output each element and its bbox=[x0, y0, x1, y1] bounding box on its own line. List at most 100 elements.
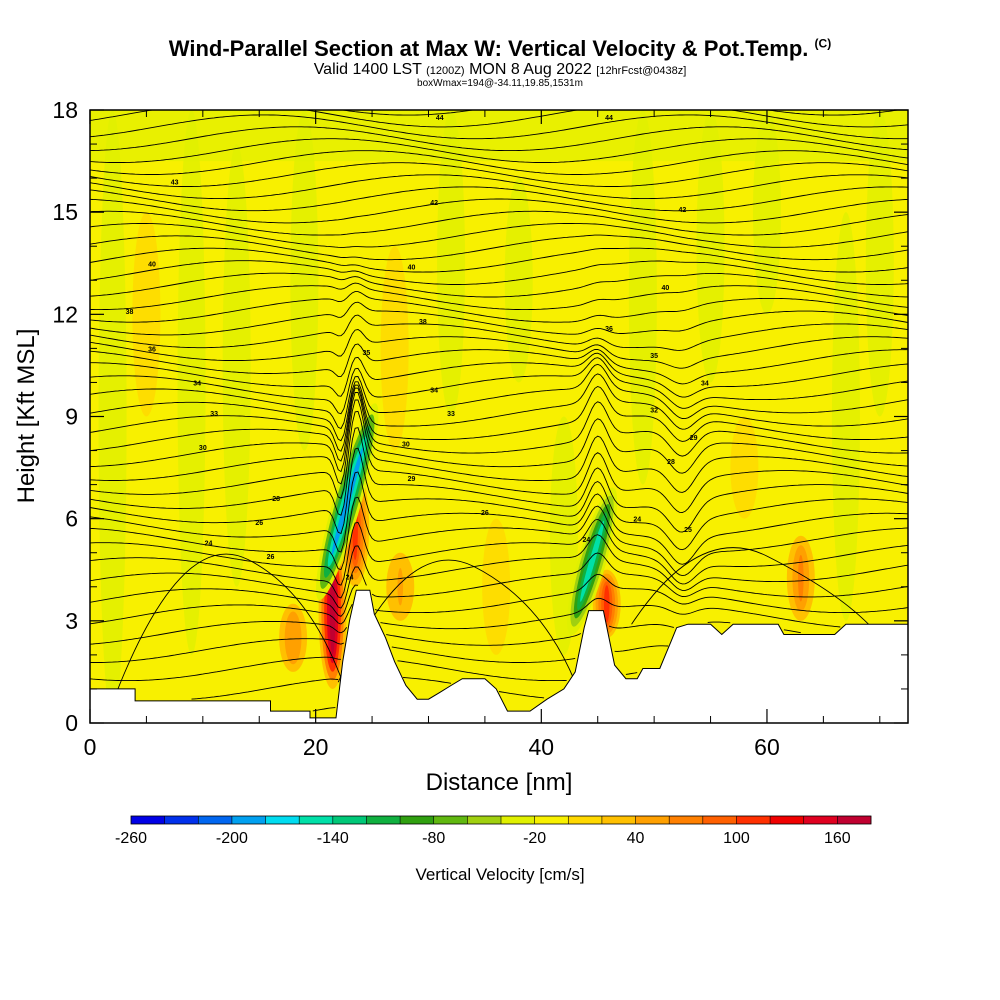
theta-contour bbox=[90, 138, 908, 163]
theta-contour bbox=[90, 247, 908, 273]
x-tick-label: 0 bbox=[84, 734, 97, 760]
contour-label: 40 bbox=[408, 265, 416, 272]
forecast-info: [12hrFcst@0438z] bbox=[596, 65, 687, 77]
contour-label: 28 bbox=[272, 496, 280, 503]
colorbar-tick-label: 160 bbox=[824, 830, 851, 847]
y-axis-label: Height [Kft MSL] bbox=[13, 329, 40, 504]
field-stripe bbox=[380, 246, 409, 451]
field-stripe bbox=[177, 110, 206, 655]
colorbar-swatch bbox=[736, 816, 771, 824]
field-stripe bbox=[628, 110, 657, 485]
x-tick-label: 60 bbox=[754, 734, 780, 760]
field-top-band bbox=[90, 110, 908, 162]
colorbar-tick-label: -200 bbox=[216, 830, 248, 847]
field-stripe bbox=[290, 110, 319, 451]
contour-label: 30 bbox=[402, 442, 410, 449]
theta-contour bbox=[90, 573, 908, 617]
contour-label: 40 bbox=[148, 261, 156, 268]
colorbar-tick-label: -80 bbox=[422, 830, 445, 847]
theta-contour bbox=[90, 291, 908, 323]
colorbar-swatch bbox=[265, 816, 300, 824]
colorbar-swatch bbox=[332, 816, 367, 824]
theta-contour-loop bbox=[112, 553, 350, 703]
contour-label: 30 bbox=[199, 445, 207, 452]
colorbar-tick-label: -260 bbox=[115, 830, 147, 847]
theta-contour-loop bbox=[631, 547, 869, 625]
theta-contour bbox=[90, 260, 908, 285]
contour-label: 24 bbox=[633, 517, 641, 524]
contour-label: 35 bbox=[363, 350, 371, 357]
contour-label: 28 bbox=[667, 459, 675, 466]
field-stripe bbox=[696, 110, 725, 383]
updraft-core bbox=[290, 619, 296, 657]
colorbar-swatch bbox=[669, 816, 704, 824]
theta-contour bbox=[90, 496, 908, 577]
updraft-core bbox=[329, 570, 336, 655]
field-stripe bbox=[730, 416, 759, 519]
contour-label: 36 bbox=[148, 346, 156, 353]
field-stripe bbox=[831, 212, 860, 621]
contour-label: 24 bbox=[583, 537, 591, 544]
field-stripe bbox=[98, 110, 127, 723]
theta-contour bbox=[90, 352, 908, 398]
downdraft-core bbox=[580, 520, 605, 602]
field-stripe bbox=[482, 518, 511, 655]
contour-label: 34 bbox=[193, 380, 201, 387]
updraft-core bbox=[397, 568, 404, 606]
contour-label: 26 bbox=[481, 510, 489, 517]
updraft-core bbox=[798, 554, 804, 602]
colorbar-swatch bbox=[837, 816, 872, 824]
theta-contour bbox=[90, 387, 908, 462]
contour-label: 35 bbox=[650, 353, 658, 360]
y-tick-label: 6 bbox=[65, 506, 78, 532]
theta-contour bbox=[90, 198, 908, 224]
colorbar-swatch bbox=[770, 816, 805, 824]
contour-label: 36 bbox=[605, 326, 613, 333]
field-stripe bbox=[504, 178, 533, 383]
theta-contour bbox=[90, 329, 908, 369]
contour-label: 42 bbox=[678, 207, 686, 214]
contour-label: 44 bbox=[605, 115, 613, 122]
contour-label: 32 bbox=[650, 408, 658, 415]
theta-contour bbox=[90, 186, 908, 212]
theta-contour bbox=[90, 223, 908, 248]
colorbar-swatch bbox=[803, 816, 838, 824]
theta-contour bbox=[90, 518, 908, 586]
colorbar-swatch bbox=[501, 816, 535, 824]
theta-contour bbox=[90, 357, 908, 415]
chart-title: Wind-Parallel Section at Max W: Vertical… bbox=[0, 36, 1000, 62]
potential-temperature-contours bbox=[90, 110, 908, 712]
x-axis-label: Distance [nm] bbox=[426, 769, 573, 796]
theta-contour bbox=[90, 399, 908, 493]
colorbar-swatch bbox=[400, 816, 435, 824]
colorbar-tick-label: -20 bbox=[523, 830, 546, 847]
y-tick-label: 18 bbox=[52, 97, 78, 123]
colorbar: -260 -200 -140 -80 -20 40 100 160 bbox=[115, 815, 872, 847]
contour-label: 26 bbox=[267, 554, 275, 561]
y-tick-label: 3 bbox=[65, 608, 78, 634]
updraft-core bbox=[603, 585, 610, 623]
contour-label: 34 bbox=[701, 380, 709, 387]
theta-contour bbox=[90, 162, 908, 187]
theta-contour bbox=[90, 301, 908, 336]
contour-label: 33 bbox=[210, 411, 218, 418]
contour-label: 38 bbox=[126, 309, 134, 316]
contour-label: 24 bbox=[346, 575, 354, 582]
theta-contour bbox=[90, 314, 908, 351]
contour-label: 25 bbox=[684, 527, 692, 534]
colorbar-swatch bbox=[467, 816, 502, 824]
contour-label: 43 bbox=[171, 180, 179, 187]
theta-contour bbox=[90, 552, 908, 609]
colorbar-swatch bbox=[702, 816, 737, 824]
theta-contour bbox=[90, 114, 908, 140]
contour-label: 42 bbox=[430, 200, 438, 207]
theta-contour bbox=[90, 597, 841, 630]
valid-date: MON 8 Aug 2022 bbox=[469, 61, 592, 78]
plot-area: 43 42 42 44 44 40 40 40 38 38 36 36 35 35 34 34 34 33 33 32… bbox=[89, 109, 909, 724]
theta-contour bbox=[90, 110, 908, 128]
theta-contour bbox=[90, 210, 908, 236]
contour-label: 40 bbox=[662, 285, 670, 292]
terrain bbox=[90, 589, 908, 723]
theta-contour bbox=[90, 126, 908, 152]
